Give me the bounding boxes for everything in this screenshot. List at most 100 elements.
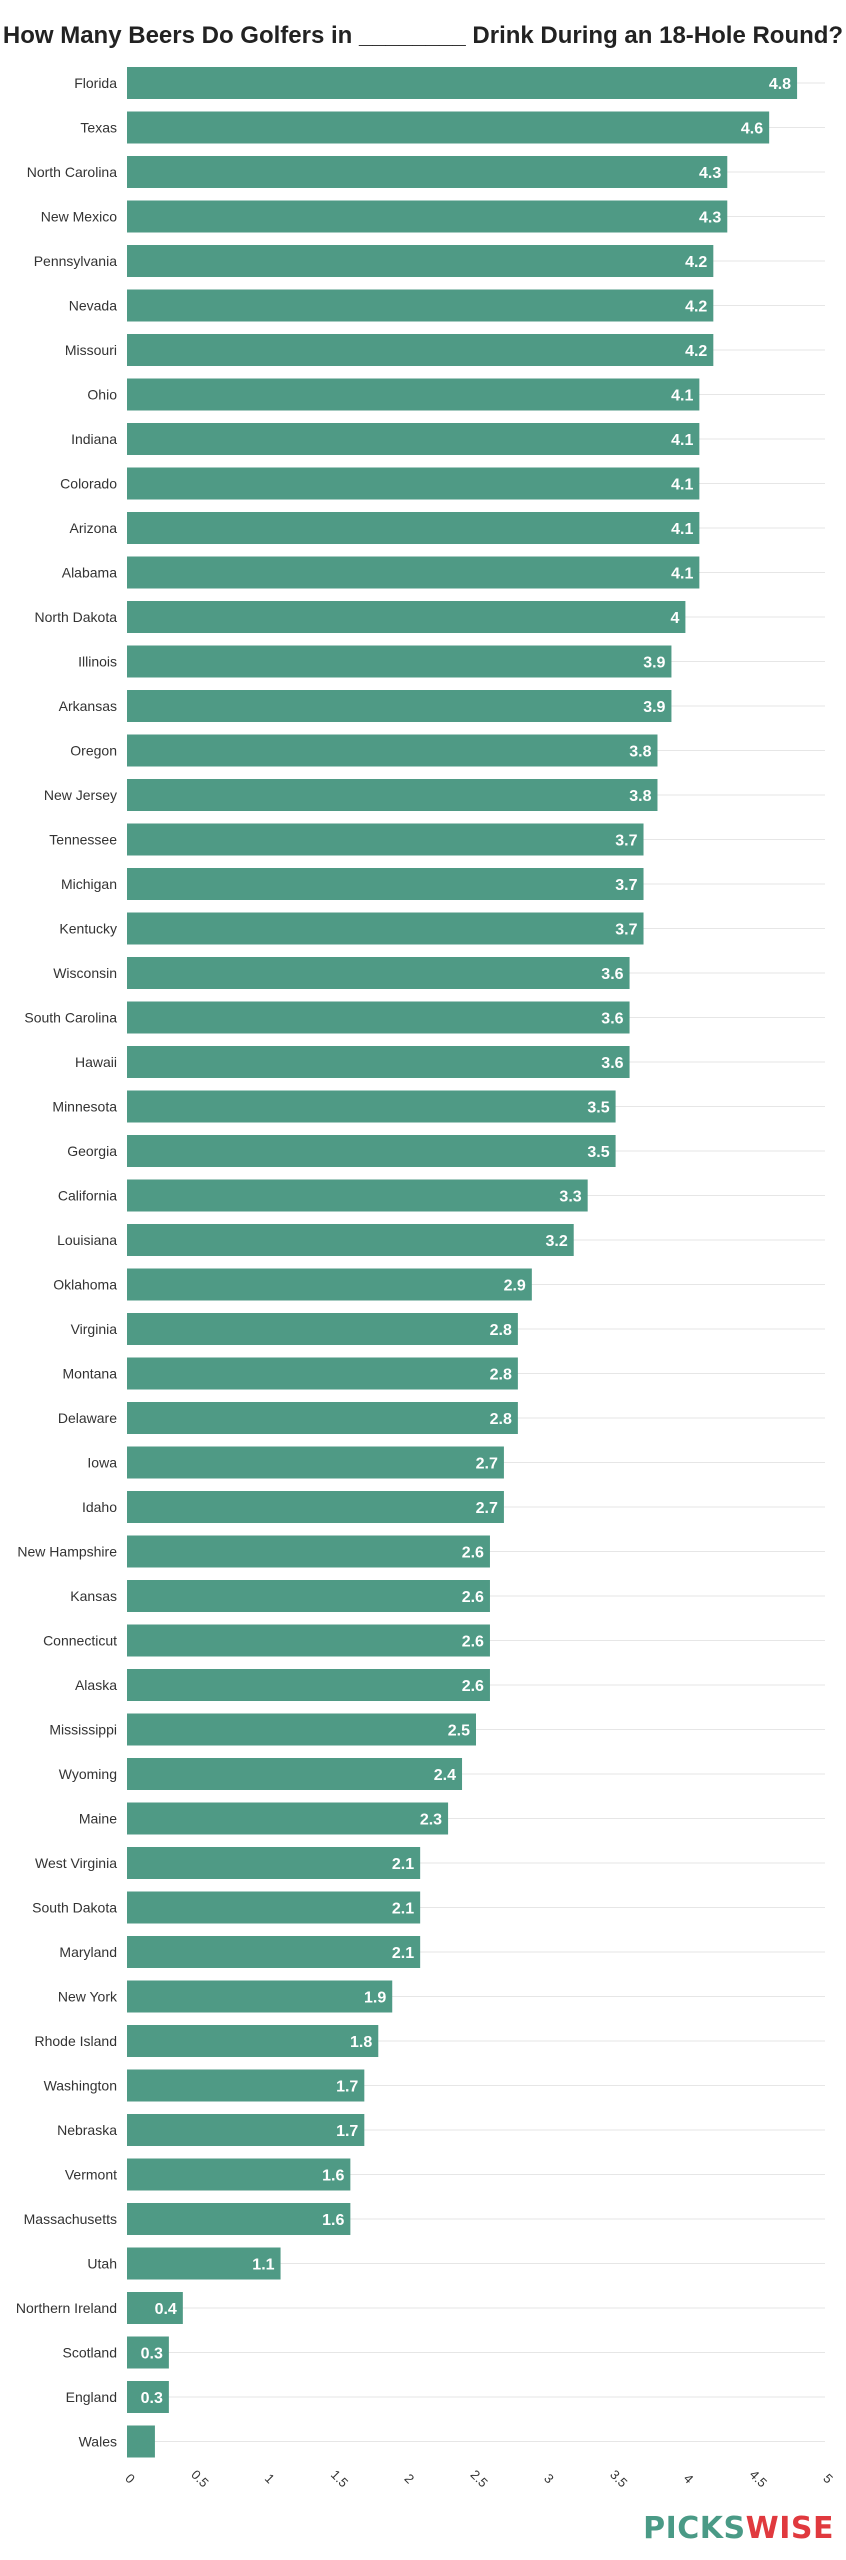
bar [127, 1669, 490, 1701]
category-label: Arkansas [59, 698, 117, 714]
category-label: Idaho [82, 1499, 117, 1515]
bar [127, 467, 700, 500]
category-label: Wisconsin [53, 965, 117, 981]
category-label: Colorado [60, 476, 117, 492]
category-label: Nevada [69, 298, 117, 314]
bar [127, 2203, 351, 2235]
data-label: 3.6 [601, 1055, 623, 1072]
bar [127, 1624, 490, 1657]
x-tick-label: 1.5 [328, 2467, 351, 2490]
category-label: Mississippi [49, 1722, 117, 1738]
bar [127, 1090, 616, 1123]
data-label: 4.8 [769, 76, 791, 93]
category-label: Washington [44, 2078, 117, 2094]
data-label: 2.1 [392, 1945, 414, 1962]
category-label: Michigan [61, 876, 117, 892]
category-label: Tennessee [49, 832, 117, 848]
bar [127, 1357, 518, 1390]
category-label: Iowa [87, 1455, 117, 1471]
data-label: 0.3 [141, 2390, 163, 2407]
data-label: 2.9 [504, 1278, 526, 1295]
data-label: 3.5 [587, 1144, 609, 1161]
value-labels: 4.8 4.6 4.3 4.3 4.2 4.2 4.2 4.1 4.1 4.1 4.1 4.1 4 3.9… [141, 76, 792, 2407]
category-label: Alaska [75, 1677, 117, 1693]
data-label: 4.1 [671, 521, 693, 538]
data-label: 4.2 [685, 299, 707, 316]
data-label: 4.2 [685, 254, 707, 271]
bar [127, 2114, 365, 2146]
data-label: 2.8 [490, 1322, 512, 1339]
bar [127, 334, 714, 366]
data-label: 1.8 [350, 2034, 372, 2051]
category-label: Indiana [71, 431, 117, 447]
data-label: 2.3 [420, 1812, 442, 1829]
bars [127, 67, 798, 2458]
category-label: Utah [87, 2256, 117, 2272]
data-label: 2.6 [462, 1589, 484, 1606]
x-tick-label: 4 [681, 2471, 697, 2487]
x-tick-label: 0 [122, 2471, 138, 2487]
category-label: Wales [79, 2434, 117, 2450]
bar [127, 1135, 616, 1167]
data-label: 3.8 [629, 788, 651, 805]
category-label: Minnesota [52, 1099, 117, 1115]
bar [127, 1936, 421, 1968]
category-label: South Carolina [24, 1010, 117, 1026]
x-tick-label: 2 [402, 2471, 418, 2487]
category-label: Alabama [62, 565, 117, 581]
data-label: 1.1 [252, 2257, 274, 2274]
data-label: 0.4 [155, 2301, 177, 2318]
bar [127, 289, 714, 322]
category-label: Montana [63, 1366, 118, 1382]
data-label: 2.5 [448, 1723, 470, 1740]
x-axis-ticks: 0 0.5 1 1.5 2 2.5 3 3.5 4 4.5 5 [122, 2467, 836, 2490]
category-label: Louisiana [57, 1232, 117, 1248]
category-label: Delaware [58, 1410, 117, 1426]
category-label: England [66, 2389, 117, 2405]
bar [127, 378, 700, 411]
bar [127, 1535, 490, 1568]
x-tick-label: 3 [541, 2471, 557, 2487]
data-label: 4.1 [671, 432, 693, 449]
bar [127, 2292, 183, 2324]
data-label: 3.9 [643, 655, 665, 672]
category-label: North Carolina [27, 164, 117, 180]
bar [127, 245, 714, 277]
bar [127, 1758, 463, 1790]
bar [127, 645, 672, 678]
bar [127, 1446, 504, 1479]
category-labels: Florida Texas North Carolina New Mexico Penn… [16, 75, 118, 2450]
category-label: Pennsylvania [34, 253, 117, 269]
bar [127, 156, 728, 188]
bar [127, 1580, 490, 1612]
data-label: 2.6 [462, 1545, 484, 1562]
data-label: 3.7 [615, 877, 637, 894]
data-label: 3.8 [629, 744, 651, 761]
category-label: Georgia [67, 1143, 117, 1159]
category-label: Kentucky [59, 921, 117, 937]
category-label: Arizona [70, 520, 118, 536]
data-label: 4.6 [741, 121, 763, 138]
bar [127, 1980, 393, 2013]
x-tick-label: 3.5 [607, 2467, 630, 2490]
chart-title: How Many Beers Do Golfers in ________ Dr… [2, 22, 844, 49]
bar [127, 111, 770, 144]
bar [127, 1046, 630, 1078]
data-label: 2.4 [434, 1767, 456, 1784]
data-label: 3.9 [643, 699, 665, 716]
category-label: North Dakota [35, 609, 118, 625]
data-label: 2.6 [462, 1634, 484, 1651]
bar [127, 556, 700, 589]
bar [127, 512, 700, 544]
bar [127, 2381, 169, 2413]
bar [127, 957, 630, 989]
bar [127, 690, 672, 722]
data-label: 3.6 [601, 1011, 623, 1028]
bar [127, 423, 700, 455]
x-tick-label: 4.5 [747, 2467, 770, 2490]
data-label: 2.8 [490, 1411, 512, 1428]
bar [127, 601, 686, 633]
bar [127, 1491, 504, 1523]
data-label: 4.3 [699, 165, 721, 182]
